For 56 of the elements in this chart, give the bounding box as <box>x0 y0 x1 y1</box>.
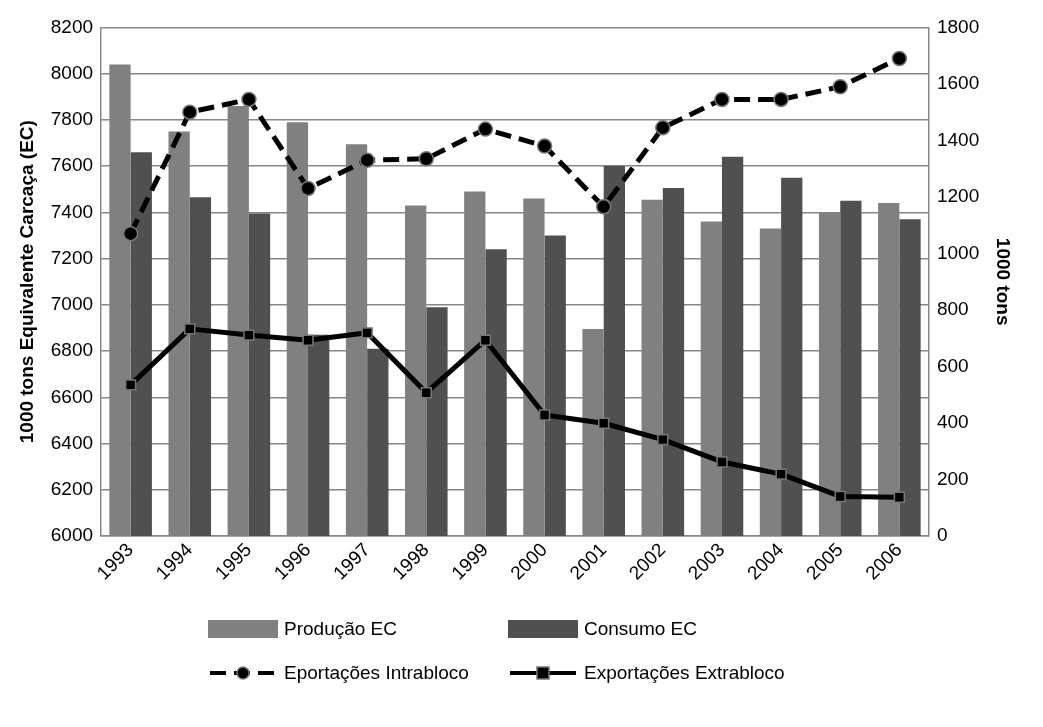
point <box>893 491 906 503</box>
y-tick-label: 8200 <box>50 15 94 37</box>
point <box>241 91 257 108</box>
y-tick-label: 7200 <box>50 246 94 268</box>
y2-tick-label: 200 <box>936 467 969 489</box>
y-tick-label: 6400 <box>50 431 94 453</box>
y2-tick-label: 1800 <box>936 15 980 37</box>
y-tick-label: 6000 <box>50 524 94 546</box>
y-tick-label: 6800 <box>50 339 94 361</box>
y2-tick-label: 1000 <box>936 241 980 263</box>
y-tick-label: 7800 <box>50 108 94 130</box>
point <box>716 456 728 468</box>
point <box>598 417 610 429</box>
y2-tick-label: 1600 <box>936 72 980 94</box>
point <box>714 91 730 108</box>
point <box>243 329 255 341</box>
point <box>122 225 139 242</box>
point <box>182 104 198 120</box>
legend-label: Produção EC <box>284 618 398 640</box>
y-tick-label: 8000 <box>50 61 94 83</box>
point <box>538 409 551 421</box>
point <box>420 387 432 399</box>
y-tick-label: 7000 <box>50 293 94 315</box>
legend-label: Exportações Extrabloco <box>584 662 785 684</box>
point <box>302 334 314 346</box>
y2-tick-label: 1200 <box>936 185 980 207</box>
point <box>891 50 908 67</box>
y2-tick-label: 800 <box>936 298 969 320</box>
y2-axis-title: 1000 tons <box>993 237 1015 326</box>
point <box>775 468 787 480</box>
point <box>418 151 435 167</box>
point <box>655 119 671 136</box>
point <box>184 323 196 335</box>
point <box>657 433 669 446</box>
y2-tick-label: 600 <box>936 354 969 376</box>
point <box>477 121 494 137</box>
point <box>479 334 492 346</box>
legend-label: Consumo EC <box>584 618 697 640</box>
point <box>595 199 612 215</box>
y-axis-title: 1000 tons Equivalente Carcaça (EC) <box>15 120 37 444</box>
point <box>773 91 789 108</box>
y2-tick-label: 0 <box>936 524 948 546</box>
y2-tick-label: 400 <box>936 411 969 433</box>
y-tick-label: 6600 <box>50 385 94 407</box>
y2-tick-label: 1400 <box>936 128 980 150</box>
point <box>832 78 848 95</box>
point <box>359 152 375 168</box>
point <box>834 490 846 503</box>
point <box>300 180 316 197</box>
y-tick-label: 6200 <box>50 477 94 499</box>
y-tick-label: 7600 <box>50 154 94 176</box>
point <box>536 138 553 154</box>
point <box>124 379 137 391</box>
legend-label: Eportações Intrabloco <box>284 662 469 684</box>
y-tick-label: 7400 <box>50 200 94 222</box>
point <box>361 327 373 339</box>
